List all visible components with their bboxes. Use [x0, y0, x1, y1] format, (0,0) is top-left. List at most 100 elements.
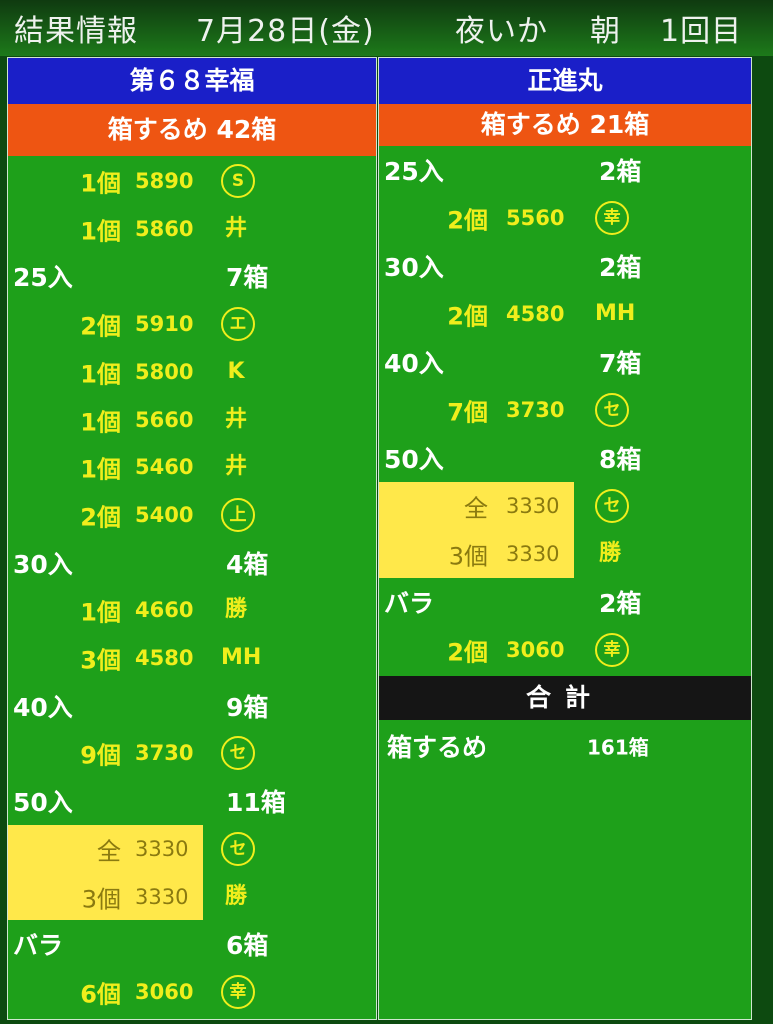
- lot-row: 2個 5560 幸: [379, 194, 751, 242]
- boat-name: 正進丸: [379, 58, 751, 104]
- buyer-mark-icon: MH: [595, 301, 636, 326]
- lot-quantity: 1個: [80, 408, 121, 436]
- lot-row: 3個 3330 勝: [379, 530, 751, 578]
- header-bar: 結果情報 7月28日(金) 夜いか 朝 1回目: [0, 0, 773, 56]
- box-count: 6箱: [226, 931, 269, 961]
- lot-row: 3個 4580 MH: [8, 634, 376, 682]
- box-count: 7箱: [599, 349, 642, 378]
- lot-row: 2個 4580 MH: [379, 290, 751, 338]
- lot-quantity: 2個: [447, 206, 488, 235]
- lot-row: 2個 5910 エ: [8, 300, 376, 348]
- lot-quantity: 2個: [447, 302, 488, 331]
- size-row: 30入 4箱: [8, 539, 376, 587]
- size-row: 40入 9箱: [8, 682, 376, 730]
- box-count: 2箱: [599, 157, 642, 186]
- lot-quantity: 全: [97, 837, 121, 866]
- lot-price: 3730: [135, 741, 194, 766]
- lot-row: 7個 3730 セ: [379, 386, 751, 434]
- lot-price: 5400: [135, 502, 194, 527]
- lot-row: 9個 3730 セ: [8, 729, 376, 777]
- lot-price: 5910: [135, 312, 194, 337]
- lot-row: 全 3330 セ: [379, 482, 751, 530]
- size-row: バラ 2箱: [379, 578, 751, 626]
- box-count: 9箱: [226, 692, 269, 722]
- size-row: 50入 11箱: [8, 777, 376, 825]
- box-count: 11箱: [226, 788, 286, 818]
- total-item: 箱するめ: [387, 733, 488, 762]
- lot-row: 1個 5660 井: [8, 396, 376, 444]
- size-label: バラ: [13, 931, 64, 961]
- lot-row: 1個 5460 井: [8, 443, 376, 491]
- boat-summary: 箱するめ 42箱: [8, 104, 376, 156]
- lot-price: 3730: [506, 398, 565, 422]
- lot-quantity: 9個: [80, 741, 121, 770]
- lot-price: 3060: [506, 638, 565, 662]
- buyer-mark-icon: 勝: [224, 597, 247, 623]
- buyer-mark-icon: エ: [221, 307, 255, 342]
- total-value: 161箱: [587, 735, 649, 760]
- highlight-block: [8, 824, 203, 921]
- lot-quantity: 6個: [80, 980, 121, 1009]
- size-label: 50入: [13, 788, 73, 818]
- lot-quantity: 7個: [447, 398, 488, 427]
- buyer-mark-icon: K: [227, 358, 245, 384]
- size-label: 25入: [384, 157, 444, 186]
- lot-price: 5860: [135, 216, 194, 241]
- lot-row: 1個 5890 S: [8, 157, 376, 205]
- header-session: 朝: [590, 14, 621, 49]
- lot-quantity: 1個: [80, 598, 121, 627]
- box-count: 7箱: [226, 263, 269, 293]
- box-count: 8箱: [599, 445, 642, 474]
- lot-price: 5890: [135, 169, 194, 193]
- lot-quantity: 1個: [80, 217, 121, 246]
- buyer-mark-icon: セ: [221, 831, 255, 866]
- size-label: 30入: [13, 549, 73, 579]
- lot-quantity: 1個: [80, 169, 121, 198]
- lot-price: 5800: [135, 359, 194, 384]
- total-row: 箱するめ 161箱: [379, 722, 751, 770]
- lot-price: 3330: [135, 884, 189, 909]
- size-row: 50入 8箱: [379, 434, 751, 482]
- box-count: 2箱: [599, 589, 642, 618]
- lot-row: 3個 3330 勝: [8, 873, 376, 921]
- boat-name: 第６８幸福: [8, 58, 376, 104]
- buyer-mark-icon: 上: [221, 497, 255, 532]
- size-row: 40入 7箱: [379, 338, 751, 386]
- size-row: バラ 6箱: [8, 920, 376, 968]
- size-label: 40入: [384, 349, 444, 378]
- lot-price: 4660: [135, 598, 194, 623]
- buyer-mark-icon: セ: [595, 489, 629, 523]
- size-label: 30入: [384, 253, 444, 282]
- lot-price: 4580: [506, 302, 565, 326]
- size-row: 25入 7箱: [8, 252, 376, 300]
- buyer-mark-icon: 井: [224, 215, 247, 241]
- lot-price: 4580: [135, 646, 194, 670]
- boat-column-left: 第６８幸福 箱するめ 42箱 1個 5890 S 1個 5860 井 25入 7箱 2…: [7, 57, 377, 1020]
- header-product: 夜いか: [455, 14, 548, 49]
- lot-quantity: 2個: [447, 638, 488, 667]
- lot-quantity: 3個: [81, 885, 121, 913]
- buyer-mark-icon: S: [221, 164, 255, 198]
- lot-row: 2個 5400 上: [8, 491, 376, 539]
- buyer-mark-icon: 幸: [595, 201, 629, 235]
- header-title: 結果情報: [14, 14, 138, 49]
- lot-row: 6個 3060 幸: [8, 968, 376, 1016]
- box-count: 2箱: [599, 253, 642, 282]
- lot-price: 5660: [135, 407, 194, 432]
- lot-price: 3330: [506, 542, 560, 566]
- size-label: バラ: [384, 589, 435, 618]
- size-row: 30入 2箱: [379, 242, 751, 290]
- header-date: 7月28日(金): [196, 14, 375, 49]
- buyer-mark-icon: MH: [221, 645, 262, 670]
- size-label: 25入: [13, 263, 73, 293]
- lot-quantity: 2個: [80, 503, 121, 532]
- boat-summary: 箱するめ 21箱: [379, 104, 751, 146]
- lot-price: 3330: [135, 836, 189, 861]
- buyer-mark-icon: 幸: [221, 974, 255, 1009]
- buyer-mark-icon: 勝: [598, 541, 621, 566]
- lot-quantity: 全: [464, 494, 488, 523]
- box-count: 4箱: [226, 549, 269, 579]
- lot-price: 5560: [506, 206, 565, 230]
- total-header: 合計: [379, 676, 751, 720]
- lot-quantity: 3個: [448, 542, 488, 571]
